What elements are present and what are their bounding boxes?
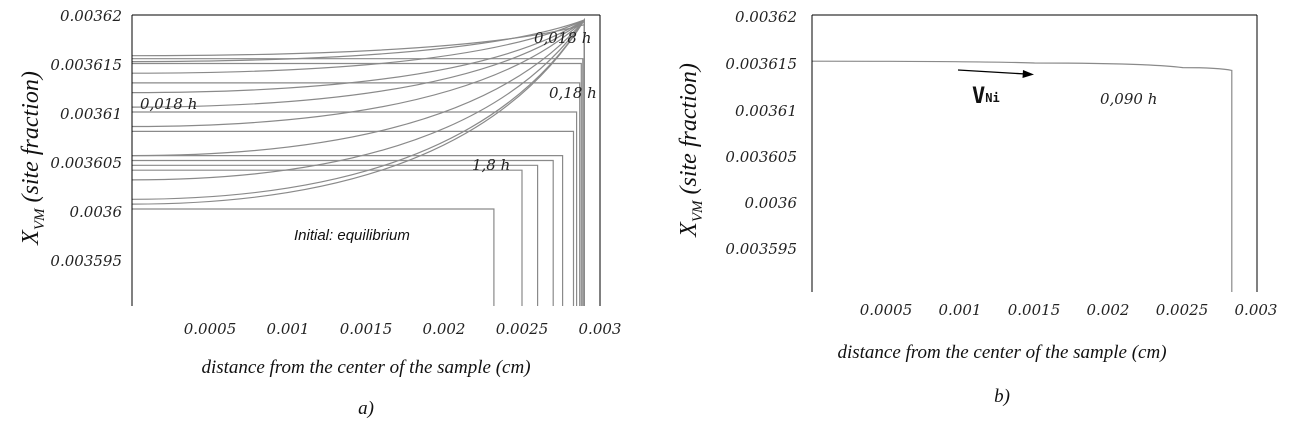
panel-a-series-line: [131, 18, 585, 306]
panel-a-y-tick: 0.003605: [50, 154, 122, 172]
panel-a-x-axis-label: distance from the center of the sample (…: [201, 357, 530, 378]
panel-a-series-line: [132, 208, 495, 306]
panel-a-series-line: [132, 130, 575, 306]
panel-b-y-tick: 0.003615: [725, 55, 797, 73]
panel-b-x-tick: 0.003: [1235, 301, 1278, 319]
panel-a-x-tick: 0.003: [579, 320, 622, 338]
panel-b: 0.00362 0.003615 0.00361 0.003605 0.0036…: [676, 8, 1277, 407]
panel-b-y-tick: 0.003605: [725, 148, 797, 166]
panel-b-x-tick: 0.0025: [1156, 301, 1209, 319]
panel-b-velocity-sub: Ni: [985, 91, 999, 105]
panel-a-y-label-suffix: (site fraction): [18, 71, 44, 208]
panel-b-y-label-suffix: (site fraction): [676, 63, 702, 200]
panel-b-x-tick: 0.002: [1087, 301, 1130, 319]
panel-a: 0.00362 0.003615 0.00361 0.003605 0.0036…: [18, 7, 621, 419]
panel-a-series-line: [132, 58, 584, 306]
panel-a-y-tick: 0.003595: [50, 252, 122, 270]
panel-a-annotation: 0,18 h: [549, 84, 597, 102]
panel-a-annotation: 1,8 h: [472, 156, 510, 174]
panel-a-series-line: [131, 17, 585, 306]
panel-b-x-tick: 0.001: [939, 301, 982, 319]
panel-b-y-tick: 0.003595: [725, 240, 797, 258]
panel-a-y-tick: 0.00361: [60, 105, 122, 123]
panel-a-y-axis-label: XVM (site fraction): [18, 71, 48, 246]
panel-b-y-axis-label: XVM (site fraction): [676, 63, 706, 238]
panel-b-y-tick: 0.00362: [735, 8, 797, 26]
panel-a-y-tick: 0.0036: [70, 203, 123, 221]
panel-b-curves: [811, 60, 1233, 292]
panel-a-y-tick: 0.003615: [50, 56, 122, 74]
panel-a-series-line: [132, 164, 539, 306]
panel-a-series-line: [131, 19, 585, 306]
panel-b-velocity-main: V: [972, 84, 985, 109]
panel-b-velocity-label: VNi: [972, 84, 1000, 109]
panel-b-arrow-head: [1022, 70, 1034, 78]
panel-a-series-line: [132, 62, 582, 306]
panel-a-y-tick: 0.00362: [60, 7, 122, 25]
panel-a-annotation: 0,018 h: [140, 95, 197, 113]
panel-a-series-line: [131, 18, 585, 306]
panel-b-y-tick: 0.00361: [735, 102, 797, 120]
panel-a-y-label-sub: VM: [32, 207, 48, 230]
panel-b-arrow-shaft: [957, 69, 1027, 75]
panel-b-y-tick: 0.0036: [745, 194, 798, 212]
panel-a-x-tick: 0.002: [423, 320, 466, 338]
panel-b-series-line: [811, 60, 1233, 292]
panel-a-series-line: [131, 18, 585, 306]
panel-a-annotation: 0,018 h: [534, 29, 591, 47]
panel-b-x-tick: 0.0015: [1008, 301, 1061, 319]
panel-b-tag: b): [994, 386, 1010, 407]
panel-a-initial-label: Initial: equilibrium: [294, 227, 410, 244]
panel-a-series-line: [131, 18, 585, 306]
panel-a-series-line: [132, 111, 578, 306]
panel-a-series-line: [132, 159, 554, 306]
panel-b-y-label-sub: VM: [690, 199, 706, 222]
panel-a-x-tick: 0.0005: [184, 320, 237, 338]
panel-a-tag: a): [358, 398, 374, 419]
panel-a-series-line: [131, 18, 585, 306]
panel-b-x-tick: 0.0005: [860, 301, 913, 319]
panel-b-arrow: [957, 69, 1034, 78]
panel-a-x-tick: 0.0015: [340, 320, 393, 338]
panel-a-series-line: [132, 82, 581, 306]
panel-b-x-axis-label: distance from the center of the sample (…: [837, 342, 1166, 363]
panel-a-series-line: [131, 17, 585, 306]
panel-a-y-label-main: X: [18, 229, 44, 246]
panel-b-y-label-main: X: [676, 221, 702, 238]
panel-b-annotation: 0,090 h: [1100, 90, 1157, 108]
panel-a-x-tick: 0.001: [267, 320, 310, 338]
panel-a-series-line: [132, 155, 564, 306]
panel-a-x-tick: 0.0025: [496, 320, 549, 338]
panel-a-series-line: [132, 169, 523, 306]
panel-a-curves: [131, 17, 585, 306]
panel-a-series-line: [131, 18, 585, 306]
